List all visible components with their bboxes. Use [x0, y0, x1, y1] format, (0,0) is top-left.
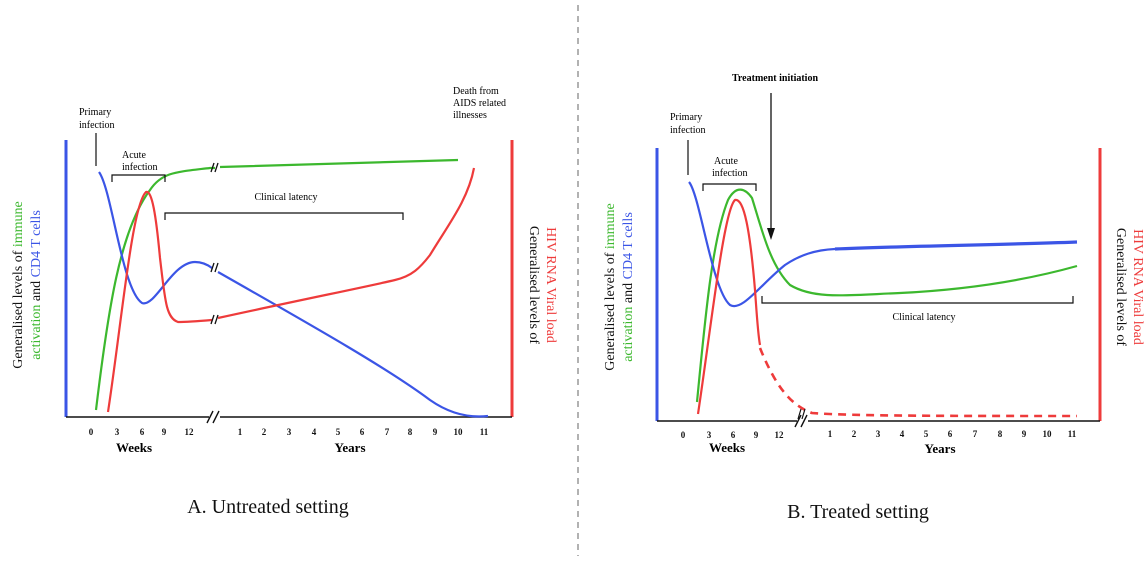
y-left-label-a: Generalised levels of immune [11, 201, 26, 369]
caption-a: A. Untreated setting [187, 496, 349, 518]
y-left-label-a-line2: activation and CD4 T cells [29, 210, 44, 360]
years-tick-a: 9 [433, 427, 438, 437]
y-left-label-b: Generalised levels of immune [603, 203, 618, 371]
weeks-tick-b: 3 [707, 430, 712, 440]
y-right-label-b-line2: HIV RNA Viral load [1130, 229, 1145, 345]
weeks-tick-a: 3 [115, 427, 120, 437]
axis-break-a [206, 410, 220, 424]
viral-load-curve-b [696, 198, 762, 415]
years-tick-b: 10 [1043, 429, 1053, 439]
clinical-latency-label-b: Clinical latency [892, 312, 955, 323]
cd4-curve-a [98, 171, 489, 418]
clinical-latency-bracket-a [164, 212, 404, 220]
viral-load-suppressed-b [758, 347, 1078, 418]
weeks-tick-b: 0 [681, 430, 686, 440]
y-right-label-a-line2: HIV RNA Viral load [543, 227, 558, 343]
years-tick-a: 10 [454, 427, 464, 437]
years-tick-a: 1 [238, 427, 243, 437]
years-label-b: Years [924, 441, 955, 456]
acute-infection-bracket-b [702, 183, 757, 191]
weeks-tick-a: 12 [185, 427, 195, 437]
weeks-tick-a: 6 [140, 427, 145, 437]
years-tick-b: 5 [924, 429, 929, 439]
years-label-a: Years [334, 440, 365, 455]
years-tick-b: 11 [1068, 429, 1077, 439]
years-tick-b: 2 [852, 429, 857, 439]
immune-activation-curve-b [695, 188, 1078, 403]
years-tick-a: 4 [312, 427, 317, 437]
axis-break-b [794, 414, 808, 428]
panel-untreated: 0 3 6 9 12 1 2 3 4 5 6 7 8 9 10 11 Weeks… [11, 86, 558, 518]
weeks-tick-a: 0 [89, 427, 94, 437]
years-tick-b: 1 [828, 429, 833, 439]
years-tick-b: 7 [973, 429, 978, 439]
primary-infection-label-a: Primary infection [79, 107, 115, 131]
acute-infection-bracket-a [111, 174, 166, 182]
years-tick-b: 3 [876, 429, 881, 439]
weeks-tick-b: 9 [754, 430, 759, 440]
weeks-tick-a: 9 [162, 427, 167, 437]
years-tick-a: 2 [262, 427, 267, 437]
clinical-latency-label-a: Clinical latency [254, 192, 317, 203]
weeks-label-a: Weeks [116, 440, 152, 455]
primary-infection-label-b: Primary infection [670, 112, 706, 136]
years-tick-a: 8 [408, 427, 413, 437]
cd4-curve-b-sustained [834, 240, 1078, 251]
years-tick-a: 5 [336, 427, 341, 437]
weeks-tick-b: 12 [775, 430, 785, 440]
caption-b: B. Treated setting [787, 501, 929, 523]
acute-infection-label-b: Acute infection [712, 156, 748, 179]
weeks-tick-b: 6 [731, 430, 736, 440]
viral-load-curve-a [106, 167, 476, 413]
cd4-curve-b [688, 181, 836, 308]
y-left-label-b-line2: activation and CD4 T cells [621, 212, 636, 362]
y-right-label-b: Generalised levels of [1113, 228, 1128, 347]
years-tick-a: 11 [480, 427, 489, 437]
weeks-label-b: Weeks [709, 440, 745, 455]
treatment-initiation-label-b: Treatment initiation [732, 73, 818, 84]
break-marks-b [797, 408, 806, 420]
treatment-arrow-head-b [767, 228, 775, 240]
years-tick-b: 4 [900, 429, 905, 439]
y-right-label-a: Generalised levels of [526, 226, 541, 345]
years-tick-a: 3 [287, 427, 292, 437]
years-tick-a: 7 [385, 427, 390, 437]
years-tick-a: 6 [360, 427, 365, 437]
years-tick-b: 6 [948, 429, 953, 439]
death-label-a: Death from AIDS related illnesses [453, 86, 506, 121]
years-tick-b: 9 [1022, 429, 1027, 439]
years-tick-b: 8 [998, 429, 1003, 439]
acute-infection-label-a: Acute infection [122, 150, 158, 173]
clinical-latency-bracket-b [761, 296, 1074, 304]
break-marks-a [210, 162, 219, 325]
panel-treated: 0 3 6 9 12 1 2 3 4 5 6 7 8 9 10 11 Weeks… [603, 73, 1145, 523]
